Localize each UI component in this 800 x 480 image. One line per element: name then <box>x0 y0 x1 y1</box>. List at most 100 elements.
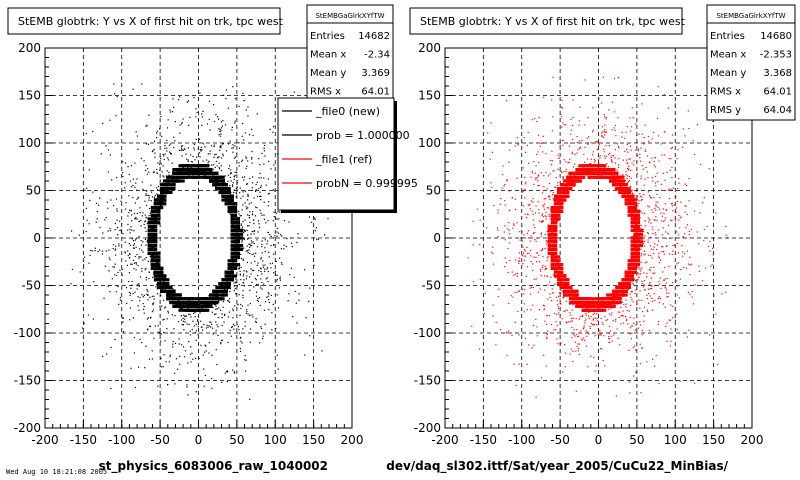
point <box>153 202 158 206</box>
point <box>152 303 154 306</box>
point <box>85 132 87 135</box>
point <box>212 171 216 175</box>
point <box>240 307 242 310</box>
point <box>253 255 256 257</box>
point <box>147 317 149 319</box>
point <box>606 171 610 175</box>
point <box>270 168 272 170</box>
point <box>174 172 176 175</box>
point <box>232 308 234 310</box>
point <box>267 178 269 180</box>
point <box>96 210 98 213</box>
point <box>129 307 132 309</box>
point <box>95 221 97 223</box>
point <box>153 228 158 232</box>
point <box>258 158 260 160</box>
legend-label: _file1 (ref) <box>315 153 372 166</box>
point <box>247 251 249 254</box>
point <box>235 187 237 190</box>
point <box>173 106 175 109</box>
point <box>258 270 260 272</box>
point <box>221 183 225 187</box>
point <box>167 312 170 314</box>
point <box>172 187 176 191</box>
point <box>197 326 199 328</box>
point <box>129 319 131 321</box>
point <box>136 212 138 215</box>
point <box>183 318 186 320</box>
point <box>87 314 90 316</box>
point <box>178 343 180 345</box>
point <box>287 300 289 302</box>
point <box>136 135 138 137</box>
point <box>200 326 203 328</box>
point <box>127 229 129 231</box>
point <box>149 325 152 328</box>
point <box>148 114 150 116</box>
y-tick-label: -200 <box>14 421 41 435</box>
point <box>163 278 167 282</box>
point <box>215 175 219 179</box>
point <box>186 304 188 306</box>
point <box>148 277 150 280</box>
point <box>220 133 222 135</box>
point <box>156 199 158 201</box>
point <box>630 194 634 198</box>
point <box>147 232 151 236</box>
point <box>235 193 238 195</box>
point <box>263 144 266 147</box>
point <box>213 120 216 123</box>
point <box>114 338 116 341</box>
point <box>172 183 176 187</box>
legend-label: _file0 (new) <box>315 105 380 118</box>
legend-frame <box>277 97 395 211</box>
point <box>221 193 223 195</box>
point <box>199 92 201 94</box>
point <box>153 251 158 255</box>
point <box>170 287 172 290</box>
point <box>609 304 613 308</box>
point <box>224 289 228 293</box>
point <box>233 255 237 259</box>
point <box>553 240 558 244</box>
point <box>249 289 251 291</box>
point <box>124 182 126 184</box>
point <box>245 206 247 208</box>
point <box>229 291 231 293</box>
point <box>272 220 274 222</box>
point <box>245 312 248 315</box>
point <box>257 274 259 277</box>
point <box>224 198 226 200</box>
point <box>172 343 174 345</box>
point <box>153 213 158 217</box>
point <box>141 181 143 183</box>
point <box>229 173 232 175</box>
point <box>105 145 107 147</box>
point <box>230 217 234 221</box>
point <box>166 187 170 191</box>
point <box>575 304 579 308</box>
point <box>236 152 238 154</box>
point <box>590 175 594 179</box>
point <box>209 293 213 297</box>
data-points <box>70 83 329 400</box>
point <box>228 195 230 197</box>
point <box>111 189 113 192</box>
point <box>150 228 155 232</box>
point <box>593 168 598 172</box>
point <box>122 233 124 235</box>
point <box>218 282 222 286</box>
point <box>187 159 189 161</box>
point <box>153 171 155 173</box>
point <box>225 284 228 286</box>
x-tick-label: 0 <box>195 433 203 447</box>
point <box>181 168 185 172</box>
point <box>153 203 156 205</box>
point <box>181 307 184 309</box>
point <box>181 304 185 308</box>
point <box>164 340 166 342</box>
point <box>221 381 223 383</box>
point <box>239 314 241 316</box>
point <box>129 244 132 246</box>
point <box>105 250 107 252</box>
